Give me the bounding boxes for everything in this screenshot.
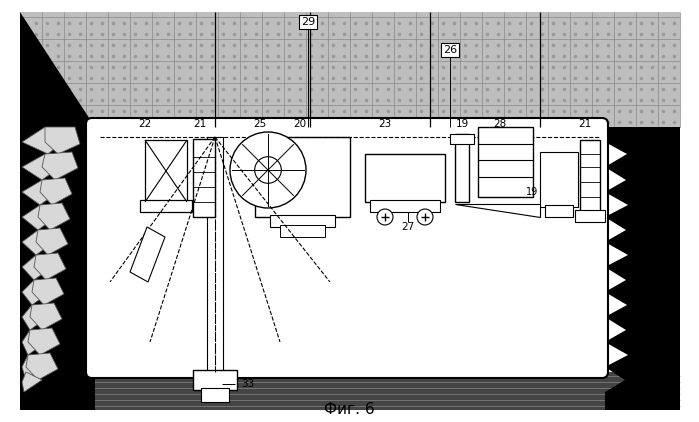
- Bar: [20, 12, 680, 127]
- Polygon shape: [32, 278, 64, 305]
- Circle shape: [377, 209, 393, 225]
- Text: 23: 23: [378, 119, 391, 129]
- Bar: [280, 225, 325, 237]
- Polygon shape: [36, 228, 68, 255]
- Circle shape: [417, 209, 433, 225]
- Polygon shape: [34, 253, 66, 280]
- Bar: [370, 200, 440, 212]
- Text: 21: 21: [194, 119, 207, 129]
- Text: 21: 21: [578, 119, 591, 129]
- Polygon shape: [22, 205, 56, 230]
- Text: 20: 20: [294, 119, 307, 129]
- Bar: [455, 134, 469, 202]
- Text: 28: 28: [493, 119, 507, 129]
- Bar: [140, 200, 192, 212]
- Polygon shape: [38, 203, 70, 230]
- Text: 27: 27: [401, 222, 415, 232]
- Polygon shape: [22, 255, 52, 280]
- Polygon shape: [22, 280, 50, 305]
- Polygon shape: [30, 303, 62, 330]
- Bar: [193, 139, 215, 217]
- Text: 22: 22: [138, 119, 152, 129]
- Polygon shape: [22, 127, 65, 154]
- Bar: [193, 370, 237, 390]
- Polygon shape: [22, 154, 60, 180]
- Bar: [580, 140, 600, 212]
- Polygon shape: [22, 305, 48, 330]
- Text: 19: 19: [526, 187, 538, 197]
- Bar: [540, 152, 578, 207]
- Circle shape: [230, 132, 306, 208]
- Bar: [450, 134, 474, 144]
- Bar: [145, 140, 187, 202]
- Polygon shape: [130, 227, 165, 282]
- Text: 25: 25: [253, 119, 266, 129]
- Bar: [575, 210, 605, 222]
- Text: 19: 19: [455, 119, 468, 129]
- Polygon shape: [605, 127, 680, 410]
- Polygon shape: [455, 204, 540, 217]
- Text: 33: 33: [241, 379, 254, 389]
- Bar: [270, 215, 335, 227]
- Bar: [207, 137, 223, 372]
- Bar: [545, 205, 573, 217]
- Text: Фиг. 6: Фиг. 6: [324, 402, 375, 417]
- Circle shape: [254, 157, 281, 183]
- Bar: [478, 127, 533, 197]
- Polygon shape: [40, 178, 72, 205]
- Text: 26: 26: [443, 45, 457, 55]
- Polygon shape: [20, 12, 95, 410]
- Polygon shape: [22, 372, 42, 392]
- Polygon shape: [28, 328, 60, 355]
- Polygon shape: [22, 230, 54, 255]
- Polygon shape: [45, 127, 80, 154]
- Bar: [201, 388, 229, 402]
- Bar: [365, 154, 445, 202]
- Bar: [20, 372, 680, 410]
- Bar: [255, 137, 350, 217]
- Polygon shape: [22, 330, 46, 355]
- Polygon shape: [42, 152, 78, 180]
- Polygon shape: [22, 180, 58, 205]
- Text: 29: 29: [301, 17, 315, 27]
- Polygon shape: [26, 353, 58, 380]
- FancyBboxPatch shape: [86, 118, 608, 378]
- Polygon shape: [22, 355, 44, 380]
